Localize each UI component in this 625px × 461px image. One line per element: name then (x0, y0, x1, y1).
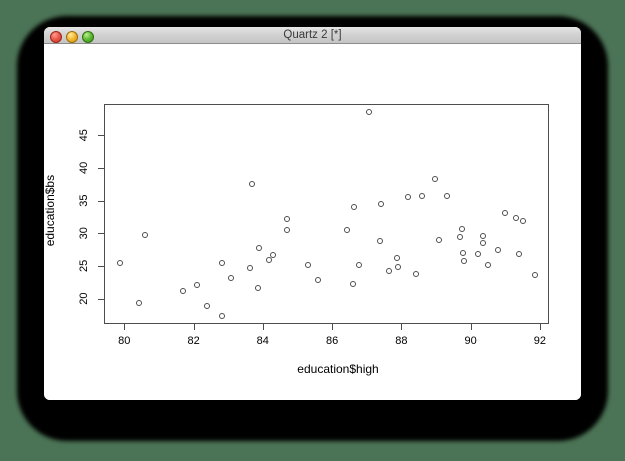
svg-text:40: 40 (78, 162, 90, 174)
svg-text:25: 25 (78, 260, 90, 272)
svg-text:education$high: education$high (297, 362, 378, 376)
svg-text:education$bs: education$bs (44, 175, 57, 246)
svg-text:35: 35 (78, 194, 90, 206)
svg-text:30: 30 (78, 227, 90, 239)
svg-text:20: 20 (78, 292, 90, 304)
svg-text:45: 45 (78, 129, 90, 141)
